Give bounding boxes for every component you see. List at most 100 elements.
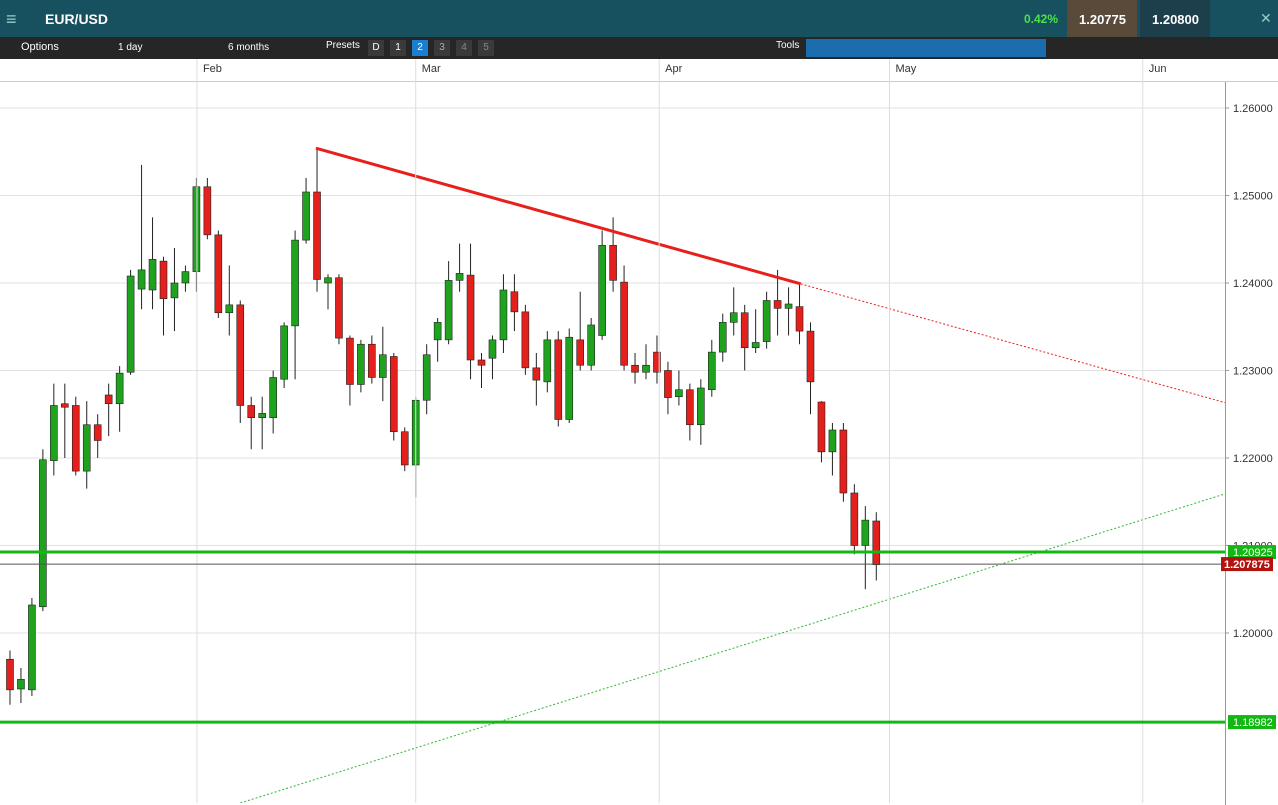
trendline bbox=[240, 493, 1225, 803]
y-tick-label: 1.25000 bbox=[1233, 190, 1273, 202]
candle-body bbox=[269, 377, 277, 419]
ask[interactable]: 1.20800 bbox=[1152, 12, 1199, 27]
candle-body bbox=[686, 389, 694, 426]
trendline bbox=[315, 146, 802, 286]
plot-area bbox=[0, 107, 1225, 803]
candle-body bbox=[357, 343, 365, 385]
level-label-box bbox=[1228, 715, 1276, 730]
candle-body bbox=[61, 403, 69, 408]
y-tick-label: 1.22000 bbox=[1233, 453, 1273, 465]
candle-body bbox=[795, 306, 804, 332]
bid[interactable]: 1.20775 bbox=[1079, 12, 1126, 27]
candle-body bbox=[368, 343, 376, 378]
candle-body bbox=[587, 324, 595, 366]
candle-body bbox=[389, 356, 398, 433]
chart: FebMarAprMayJun1.200001.210001.220001.23… bbox=[0, 59, 1278, 805]
tools[interactable]: Tools bbox=[776, 40, 800, 51]
candle-body bbox=[400, 431, 409, 466]
candle-body bbox=[104, 394, 113, 405]
candle-body bbox=[148, 259, 157, 291]
candle-body bbox=[214, 234, 223, 314]
candle-body bbox=[861, 519, 870, 546]
candle-body bbox=[422, 354, 431, 401]
menu-icon[interactable]: ≡ bbox=[6, 9, 17, 29]
candle-body bbox=[707, 351, 716, 391]
candle-body bbox=[565, 336, 574, 420]
candle-body bbox=[806, 330, 815, 383]
preset-button[interactable]: 1 bbox=[390, 40, 406, 56]
candle-body bbox=[839, 429, 848, 494]
candle-body bbox=[93, 424, 102, 441]
candle-body bbox=[28, 604, 36, 691]
candle-body bbox=[181, 271, 190, 284]
candle-body bbox=[609, 245, 617, 281]
interval[interactable]: 1 day bbox=[118, 42, 143, 53]
preset-button[interactable]: 2 bbox=[412, 40, 428, 56]
trendline-extension bbox=[800, 283, 1225, 404]
candle-body bbox=[631, 364, 639, 373]
header-bar: ≡ EUR/USD 0.42% 1.20775 1.20800 ✕ bbox=[0, 0, 1278, 37]
candle-body bbox=[291, 239, 299, 327]
candle-body bbox=[302, 191, 310, 241]
x-tick-label: Mar bbox=[422, 63, 441, 75]
candle-body bbox=[82, 424, 91, 472]
candle-body bbox=[729, 312, 738, 323]
candle-body bbox=[488, 339, 497, 359]
candle-body bbox=[50, 405, 58, 461]
level-label-box bbox=[1228, 545, 1276, 560]
candle-body bbox=[115, 372, 124, 405]
candle-body bbox=[280, 325, 288, 380]
candle-body bbox=[620, 281, 628, 366]
y-tick-label: 1.24000 bbox=[1233, 278, 1273, 290]
candle-body bbox=[554, 339, 563, 420]
options[interactable]: Options bbox=[21, 41, 59, 53]
ask-box[interactable] bbox=[1140, 0, 1210, 37]
candle-body bbox=[379, 354, 387, 378]
candle-body bbox=[335, 277, 343, 339]
candle-body bbox=[444, 280, 453, 341]
y-tick-label: 1.23000 bbox=[1233, 365, 1273, 377]
close-icon[interactable]: ✕ bbox=[1260, 10, 1272, 26]
change: 0.42% bbox=[1024, 12, 1059, 26]
candle-body bbox=[784, 303, 793, 309]
candle-body bbox=[675, 389, 683, 398]
candle-body bbox=[773, 300, 782, 309]
candle-body bbox=[532, 367, 541, 381]
candle-body bbox=[466, 274, 475, 361]
presets[interactable]: Presets bbox=[326, 40, 360, 51]
x-tick-label: Feb bbox=[203, 63, 222, 75]
candle-body bbox=[39, 459, 47, 608]
bid-box[interactable] bbox=[1067, 0, 1137, 37]
candle-body bbox=[697, 387, 705, 426]
candle-body bbox=[598, 245, 606, 336]
candle-body bbox=[6, 658, 14, 691]
tool-icons[interactable] bbox=[806, 39, 1046, 57]
candle-body bbox=[236, 304, 245, 406]
candle-body bbox=[499, 289, 508, 341]
last-price-box bbox=[1221, 557, 1273, 572]
candle-body bbox=[455, 273, 464, 281]
candle-body bbox=[225, 304, 234, 314]
candle-body bbox=[71, 405, 80, 472]
candle-body bbox=[258, 413, 266, 419]
candle-body bbox=[576, 339, 585, 366]
candle-body bbox=[817, 401, 826, 453]
preset-button[interactable]: D bbox=[368, 40, 384, 56]
x-tick-label: Jun bbox=[1149, 63, 1167, 75]
preset-button[interactable]: 3 bbox=[434, 40, 450, 56]
candle-body bbox=[762, 300, 771, 342]
candle-body bbox=[850, 492, 859, 546]
candle-body bbox=[324, 277, 332, 284]
candle-body bbox=[751, 342, 760, 349]
candle-body bbox=[346, 337, 354, 385]
candle-body bbox=[137, 269, 146, 290]
candle-body bbox=[653, 351, 661, 373]
symbol[interactable]: EUR/USD bbox=[45, 11, 109, 27]
preset-button[interactable]: 4 bbox=[456, 40, 472, 56]
preset-button[interactable]: 5 bbox=[478, 40, 494, 56]
candle-body bbox=[872, 520, 881, 566]
range[interactable]: 6 months bbox=[228, 42, 270, 53]
candle-body bbox=[313, 191, 321, 280]
toolbar: Options 1 day 6 months Presets D 1 2 3 4… bbox=[0, 37, 1278, 59]
